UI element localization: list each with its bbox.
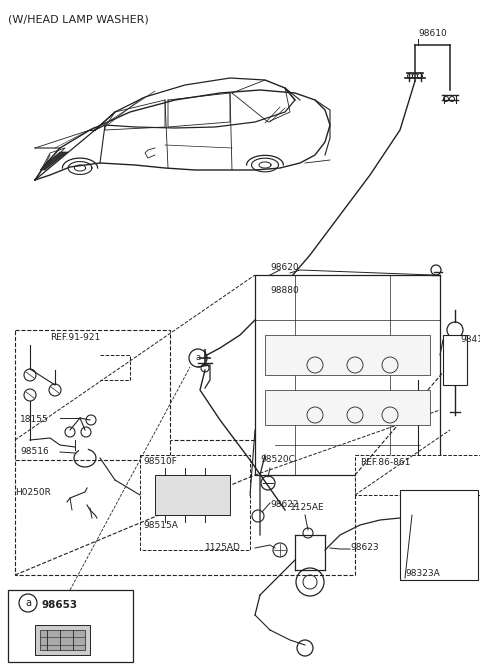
Bar	[8, 590, 133, 662]
Text: 98880: 98880	[270, 286, 299, 295]
Bar	[155, 475, 230, 515]
Text: 1125AE: 1125AE	[290, 503, 324, 512]
Text: 98410: 98410	[460, 335, 480, 345]
Bar	[15, 330, 170, 460]
Text: 98653: 98653	[42, 600, 78, 610]
Polygon shape	[40, 152, 68, 170]
Text: REF.86-861: REF.86-861	[360, 458, 410, 467]
Text: a: a	[195, 353, 201, 363]
Bar	[140, 455, 250, 550]
Text: 1125AD: 1125AD	[205, 543, 241, 552]
Text: 98620: 98620	[270, 263, 299, 272]
Text: (W/HEAD LAMP WASHER): (W/HEAD LAMP WASHER)	[8, 14, 149, 24]
Bar	[15, 440, 355, 575]
Bar	[40, 630, 85, 650]
Bar	[265, 335, 430, 375]
Text: 18155: 18155	[20, 415, 49, 424]
Text: 98520C: 98520C	[260, 455, 295, 464]
Text: 98516: 98516	[20, 447, 49, 456]
Text: 98515A: 98515A	[143, 521, 178, 530]
Bar	[265, 390, 430, 425]
Text: 98610: 98610	[418, 29, 447, 38]
Bar	[35, 625, 90, 655]
Text: 98510F: 98510F	[143, 457, 177, 466]
Text: H0250R: H0250R	[15, 488, 51, 497]
Bar	[255, 275, 440, 475]
Text: REF.91-921: REF.91-921	[50, 333, 100, 342]
Text: 98622: 98622	[270, 500, 299, 509]
Text: a: a	[25, 598, 31, 608]
Text: 98623: 98623	[350, 543, 379, 552]
Bar	[400, 490, 478, 580]
Text: 98323A: 98323A	[405, 569, 440, 578]
Bar	[355, 455, 480, 495]
Bar	[443, 335, 467, 385]
